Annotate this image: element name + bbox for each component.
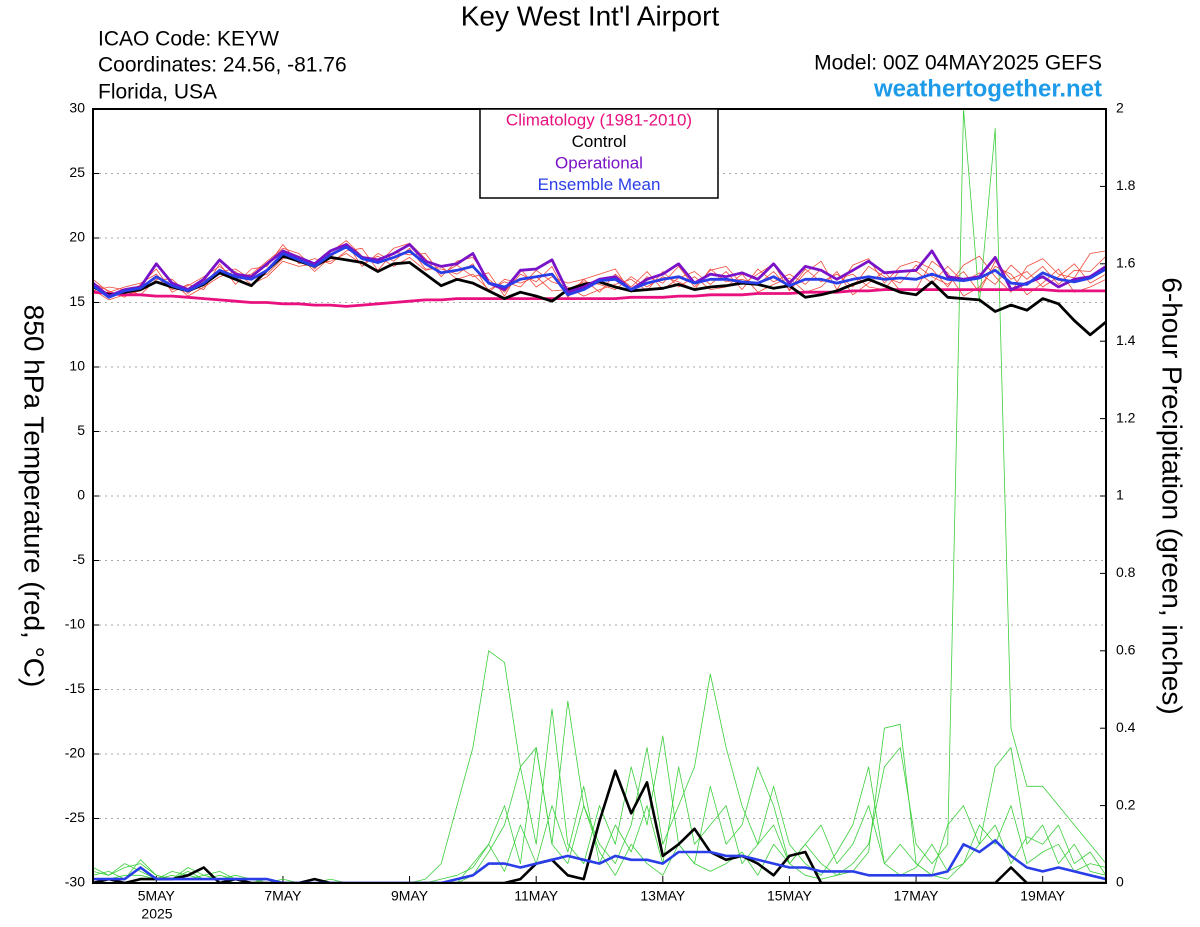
model-label: Model: 00Z 04MAY2025 GEFS [814, 52, 1102, 75]
y2-tick-label: 1.6 [1116, 255, 1136, 271]
y-tick-label: 0 [77, 487, 85, 503]
series-line [93, 839, 1106, 883]
x-tick-label: 13MAY [640, 888, 686, 904]
site-label: weathertogether.net [873, 75, 1102, 102]
y2-tick-label: 0.6 [1116, 642, 1136, 658]
y-tick-label: -15 [65, 680, 85, 696]
x-tick-label: 17MAY [894, 888, 940, 904]
legend-entry: Control [572, 132, 627, 151]
legend-entry: Ensemble Mean [538, 175, 661, 194]
series-line [93, 673, 1106, 883]
legend-entry: Climatology (1981-2010) [506, 110, 692, 129]
y2-tick-label: 1 [1116, 487, 1124, 503]
y-tick-label: 30 [69, 100, 85, 116]
y2-tick-label: 0.8 [1116, 564, 1136, 580]
y-tick-label: -10 [65, 616, 85, 632]
y-tick-label: 25 [69, 164, 85, 180]
x-tick-label: 11MAY [514, 888, 558, 904]
y2-tick-label: 1.8 [1116, 177, 1136, 193]
series-line [93, 769, 1106, 883]
y-tick-label: -25 [65, 809, 85, 825]
y-tick-label: 15 [69, 293, 85, 309]
series-line [93, 253, 1106, 301]
series-line [93, 245, 1106, 299]
legend-box [479, 108, 719, 199]
y2-tick-label: 2 [1116, 100, 1124, 116]
y2-tick-label: 0 [1116, 874, 1124, 890]
x-tick-label: 7MAY [264, 888, 302, 904]
info-line: Coordinates: 24.56, -81.76 [98, 54, 347, 77]
x-tick-label: 9MAY [391, 888, 429, 904]
series-line [93, 108, 1106, 883]
y-tick-label: -5 [73, 551, 86, 567]
legend-entry: Operational [555, 153, 643, 172]
y-tick-label: 5 [77, 422, 85, 438]
y-tick-label: 20 [69, 229, 85, 245]
info-line: ICAO Code: KEYW [98, 28, 279, 51]
y2-tick-label: 1.4 [1116, 332, 1136, 348]
x-tick-label: 19MAY [1020, 888, 1066, 904]
y2-tick-label: 0.2 [1116, 796, 1136, 812]
y2-tick-label: 0.4 [1116, 719, 1136, 735]
y-axis-label: 850 hPa Temperature (red, °C) [19, 305, 50, 688]
plot-area: -30 -25 -20 -15 -10 -5 0 5 10 15 20 25 30 0 0.2 0.4 0.6 0… [65, 100, 1136, 904]
y-tick-label: -30 [65, 874, 85, 890]
info-line: Florida, USA [98, 81, 217, 104]
y2-tick-label: 1.2 [1116, 409, 1136, 425]
y2-axis-label: 6-hour Precipitation (green, inches) [1157, 277, 1188, 714]
chart-title: Key West Int'l Airport [461, 0, 720, 31]
x-sublabel: 2025 [141, 906, 172, 922]
series-line [93, 288, 1106, 308]
y-tick-label: 10 [69, 358, 85, 374]
x-tick-label: 5MAY [138, 888, 176, 904]
y-tick-label: -20 [65, 745, 85, 761]
x-tick-label: 15MAY [767, 888, 813, 904]
